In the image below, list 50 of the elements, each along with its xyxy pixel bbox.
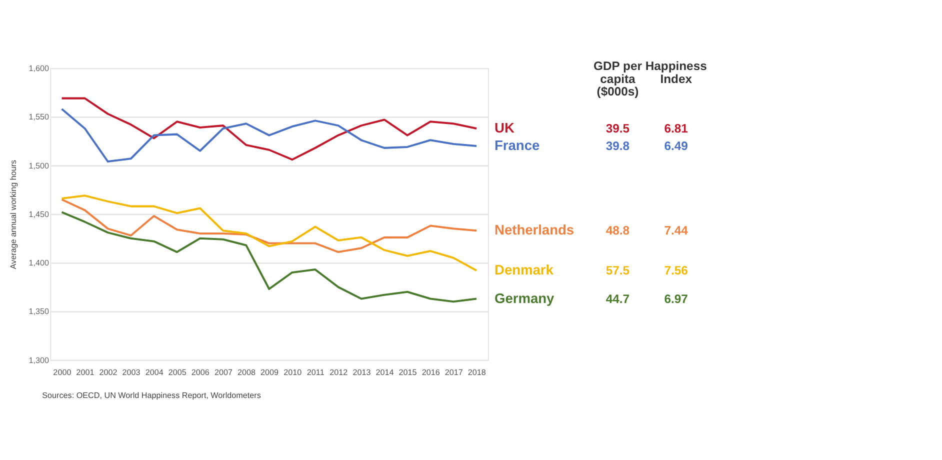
text: 6.81: [664, 122, 688, 136]
y-axis-title: Average annual working hours: [8, 160, 18, 270]
x-tick-label: 2002: [99, 368, 118, 377]
x-tick-label: 2012: [330, 368, 348, 377]
x-tick-label: 2013: [352, 368, 372, 377]
text: Happiness Index: [645, 58, 708, 86]
text: 7.44: [664, 224, 688, 238]
y-tick-label: 1,450: [28, 210, 50, 219]
text: 44.7: [606, 292, 630, 306]
x-tick-label: 2011: [306, 368, 325, 377]
x-tick-label: 2003: [122, 368, 141, 377]
y-tick-label: 1,500: [28, 161, 50, 170]
x-tick-label: 2014: [376, 368, 394, 377]
text: 48.8: [606, 224, 630, 238]
text: 6.49: [664, 139, 688, 154]
x-tick-label: 2000: [53, 368, 72, 377]
text: 6.97: [664, 292, 688, 306]
line-series: [60, 198, 478, 254]
line-series: [60, 211, 478, 303]
text: 57.5: [606, 264, 630, 278]
x-tick-label: 2007: [214, 368, 233, 377]
source-note: Sources: OECD, UN World Happiness Report, Worldometers: [42, 391, 261, 400]
line-series: [60, 194, 478, 272]
line-series: [60, 108, 478, 163]
x-tick-label: 2001: [76, 368, 95, 377]
series-label: UK: [494, 120, 514, 136]
series-label: Germany: [494, 290, 555, 306]
x-tick-label: 2010: [284, 368, 302, 377]
text: GDP per capita ($000s): [594, 58, 642, 99]
x-tick-label: 2009: [260, 368, 280, 377]
text: 7.56: [664, 264, 688, 278]
x-tick-label: 2005: [168, 368, 187, 377]
line-series: [60, 97, 478, 161]
x-tick-label: 2015: [398, 368, 418, 377]
y-tick-label: 1,350: [28, 307, 50, 316]
x-tick-label: 2018: [468, 368, 486, 377]
y-tick-label: 1,600: [28, 64, 50, 73]
y-tick-label: 1,400: [28, 258, 50, 268]
text: 39.5: [606, 122, 630, 136]
series-label: Netherlands: [494, 222, 574, 238]
y-tick-label: 1,550: [28, 112, 50, 122]
y-tick-label: 1,300: [28, 356, 50, 365]
text: 39.8: [606, 139, 630, 154]
x-tick-label: 2017: [444, 368, 464, 377]
x-tick-label: 2008: [238, 368, 256, 377]
x-tick-label: 2016: [422, 368, 440, 377]
series-label: France: [494, 138, 540, 154]
x-tick-label: 2006: [191, 368, 210, 377]
series-label: Denmark: [494, 262, 554, 278]
x-tick-label: 2004: [145, 368, 164, 377]
